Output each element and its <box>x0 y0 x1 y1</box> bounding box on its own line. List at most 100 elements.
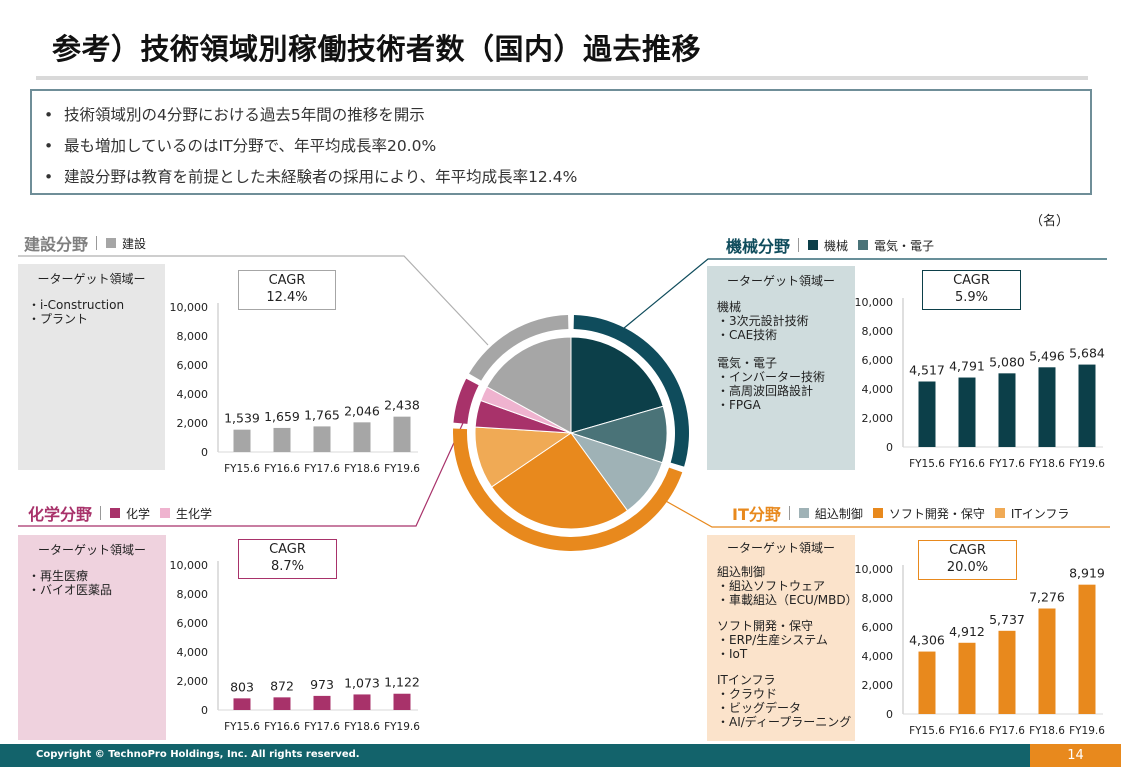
pie-slice <box>490 432 629 530</box>
target-item: ・プラント <box>28 312 89 326</box>
separator <box>96 236 98 250</box>
bar <box>1078 584 1096 714</box>
ring-segment <box>469 315 569 381</box>
bar-value-label: 803 <box>230 679 254 694</box>
legend-biochemical: 生化学 <box>160 505 212 522</box>
x-tick-label: FY19.6 <box>384 721 420 733</box>
x-tick-label: FY15.6 <box>224 463 260 475</box>
pie-slice <box>474 426 573 488</box>
legend-swatch <box>858 240 869 250</box>
bar-value-label: 1,073 <box>344 675 380 690</box>
chemical-target-box: ーターゲット領域ー ・再生医療 ・バイオ医薬品 <box>18 535 166 740</box>
chemical-bar-chart: 0 2,000 4,000 6,000 8,000 10,000 803 FY15.6 872 F… <box>170 559 421 733</box>
cagr-value: 12.4% <box>266 290 308 305</box>
target-item: ソフト開発・保守 <box>717 619 814 633</box>
bar-value-label: 1,539 <box>224 411 260 426</box>
y-tick-label: 2,000 <box>862 412 894 425</box>
pie-chart <box>453 315 690 551</box>
target-item: ・車載組込（ECU/MBD） <box>717 593 858 607</box>
bar-value-label: 5,080 <box>989 354 1025 369</box>
legend-construction: 建設 <box>106 235 146 252</box>
bar <box>313 695 331 710</box>
bar <box>918 381 936 447</box>
y-tick-label: 6,000 <box>177 359 209 372</box>
pie-slice <box>480 386 572 434</box>
y-tick-label: 2,000 <box>177 675 209 688</box>
target-item: ・ビッグデータ <box>717 701 802 715</box>
y-tick-label: 6,000 <box>862 621 894 634</box>
x-tick-label: FY15.6 <box>909 725 945 737</box>
cagr-value: 5.9% <box>954 290 989 305</box>
legend-chemical: 化学 <box>110 505 150 522</box>
footer-bar: Copyright © TechnoPro Holdings, Inc. All… <box>0 744 1121 767</box>
construction-title: 建設分野 <box>24 235 89 254</box>
bar-value-label: 1,122 <box>384 675 420 690</box>
y-tick-label: 4,000 <box>177 646 209 659</box>
legend-swatch <box>106 238 117 248</box>
mechanical-header: 機械分野 機械 電気・電子 <box>726 233 944 257</box>
bar <box>958 642 976 714</box>
bar <box>353 694 371 710</box>
summary-box: • 技術領域別の4分野における過去5年間の推移を開示 • 最も増加しているのはIT分… <box>30 89 1092 195</box>
bar-value-label: 5,684 <box>1069 346 1105 361</box>
legend-swatch <box>808 240 819 250</box>
bar <box>393 416 411 452</box>
bar-value-label: 5,737 <box>989 612 1025 627</box>
y-tick-label: 10,000 <box>855 563 894 576</box>
construction-bar-chart: 0 2,000 4,000 6,000 8,000 10,000 1,539 FY15.6 1,… <box>170 301 421 475</box>
bar <box>1038 608 1056 714</box>
bar <box>918 651 936 714</box>
separator <box>788 506 790 520</box>
target-item: ・再生医療 <box>28 569 89 583</box>
unit-label: （名） <box>1029 214 1069 229</box>
target-item: ・インバーター技術 <box>717 370 826 384</box>
bar-value-label: 4,791 <box>949 359 985 374</box>
y-tick-label: 8,000 <box>862 325 894 338</box>
pie-slice <box>570 336 664 434</box>
bar <box>273 697 291 710</box>
construction-target-box: ーターゲット領域ー ・i-Construction ・プラント <box>18 264 165 470</box>
bar <box>233 429 251 452</box>
chemical-title: 化学分野 <box>28 505 93 524</box>
y-tick-label: 0 <box>201 704 208 717</box>
it-cagr-box: CAGR 20.0% <box>918 540 1017 580</box>
bar <box>353 422 371 452</box>
title-divider <box>36 76 1088 80</box>
bar <box>393 693 411 710</box>
page-title: 参考）技術領域別稼働技術者数（国内）過去推移 <box>52 32 702 66</box>
y-tick-label: 10,000 <box>170 301 209 314</box>
x-tick-label: FY17.6 <box>989 458 1025 470</box>
bar-value-label: 2,438 <box>384 398 420 413</box>
bar <box>313 426 331 452</box>
mechanical-target-box: ーターゲット領域ー 機械 ・3次元設計技術 ・CAE技術 電気・電子 ・インバー… <box>707 266 855 470</box>
target-item: ・3次元設計技術 <box>717 314 809 328</box>
legend-infra: ITインフラ <box>994 505 1069 522</box>
cagr-label: CAGR <box>268 273 306 288</box>
legend-swatch <box>110 508 121 518</box>
y-tick-label: 6,000 <box>177 617 209 630</box>
target-heading: ーターゲット領域ー <box>726 541 835 555</box>
x-tick-label: FY18.6 <box>1029 458 1065 470</box>
bar-value-label: 4,517 <box>909 363 945 378</box>
x-tick-label: FY16.6 <box>264 463 300 475</box>
bar <box>233 698 251 710</box>
bullet: • <box>44 137 54 155</box>
bar <box>998 373 1016 447</box>
it-title: IT分野 <box>732 505 781 524</box>
bar <box>273 427 291 452</box>
target-item: ・AI/ディープラーニング <box>717 715 852 729</box>
target-heading: ーターゲット領域ー <box>37 543 146 557</box>
x-tick-label: FY16.6 <box>949 458 985 470</box>
mechanical-cagr-box: CAGR 5.9% <box>922 270 1021 310</box>
y-tick-label: 2,000 <box>862 679 894 692</box>
x-tick-label: FY17.6 <box>304 721 340 733</box>
chemical-cagr-box: CAGR 8.7% <box>238 539 337 579</box>
construction-cagr-box: CAGR 12.4% <box>238 270 336 310</box>
construction-header: 建設分野 建設 <box>24 231 156 255</box>
it-bar-chart: 0 2,000 4,000 6,000 8,000 10,000 4,306 FY15.6 4,… <box>855 563 1106 737</box>
bar-value-label: 4,306 <box>909 633 945 648</box>
ring-segment <box>453 378 479 424</box>
x-tick-label: FY16.6 <box>949 725 985 737</box>
target-item: ・i-Construction <box>28 298 125 312</box>
bar <box>958 377 976 447</box>
